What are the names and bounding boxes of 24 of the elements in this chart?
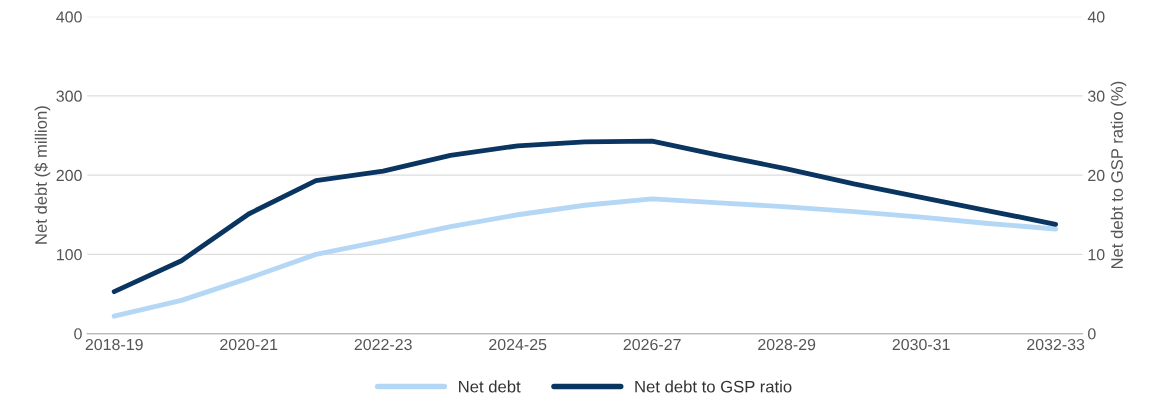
x-tick-label: 2028-29 <box>758 338 816 351</box>
x-tick-label: 2032-33 <box>1027 338 1085 351</box>
x-tick-label: 2026-27 <box>623 338 681 351</box>
y2-axis-title: Net debt to GSP ratio (%) <box>1110 81 1127 269</box>
x-tick-label: 2030-31 <box>892 338 950 351</box>
line-series <box>111 138 1059 295</box>
y-tick-label: 200 <box>56 169 82 182</box>
y2-tick-label: 0 <box>1088 328 1096 340</box>
x-tick-label: 2024-25 <box>489 338 547 351</box>
legend-label: Net debt to GSP ratio <box>635 380 792 393</box>
y2-tick-label: 20 <box>1088 169 1105 182</box>
x-tick-label: 2022-23 <box>354 338 412 351</box>
y2-tick-label: 40 <box>1087 11 1105 23</box>
y2-tick-label: 10 <box>1088 249 1105 261</box>
y-tick-label: 300 <box>56 90 82 102</box>
y2-tick-label: 30 <box>1087 90 1105 102</box>
y-tick-label: 100 <box>57 249 82 261</box>
line-series <box>111 196 1059 319</box>
y-axis-title: Net debt ($ million) <box>34 106 51 244</box>
legend-label: Net debt <box>459 380 521 393</box>
x-tick-label: 2020-21 <box>220 338 278 351</box>
x-tick-label: 2018-19 <box>85 338 143 351</box>
y-tick-label: 0 <box>74 328 82 340</box>
y-tick-label: 400 <box>56 11 82 23</box>
